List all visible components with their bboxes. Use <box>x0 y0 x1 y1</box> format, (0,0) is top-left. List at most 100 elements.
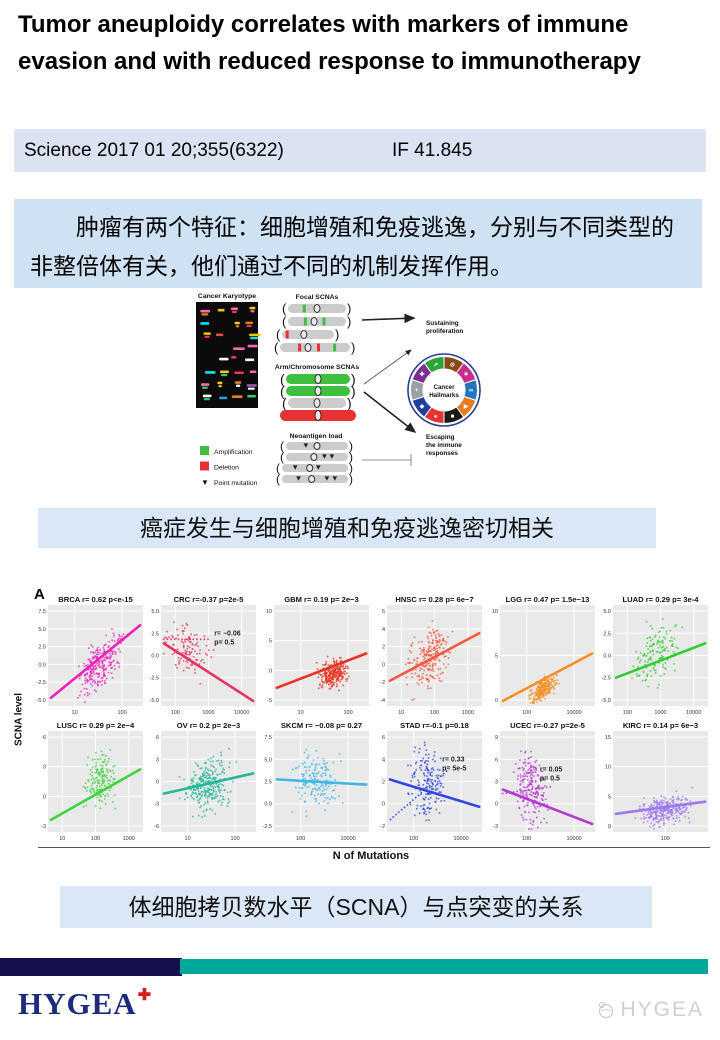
hygea-logo-text: HYGEA <box>18 986 137 1021</box>
svg-text:10000: 10000 <box>566 710 581 716</box>
svg-text:): ) <box>351 371 356 387</box>
svg-text:10000: 10000 <box>340 836 355 842</box>
svg-text:p= 0.5: p= 0.5 <box>214 639 234 646</box>
svg-text:(: ( <box>280 383 285 399</box>
summary-text: 肿瘤有两个特征：细胞增殖和免疫逃逸，分别与不同类型的非整倍体有关，他们通过不同的… <box>30 214 674 279</box>
svg-text:Point mutation: Point mutation <box>214 480 258 487</box>
svg-text:2.5: 2.5 <box>151 631 159 637</box>
svg-text:UCEC r=-0.27 p=2e-5: UCEC r=-0.27 p=2e-5 <box>510 721 585 730</box>
svg-text:): ) <box>349 450 353 464</box>
svg-text:1000: 1000 <box>123 836 135 842</box>
svg-text:): ) <box>351 340 355 355</box>
svg-text:(: ( <box>276 327 281 342</box>
svg-text:-2.5: -2.5 <box>150 676 159 682</box>
svg-text:100: 100 <box>171 710 180 716</box>
svg-text:⊘: ⊘ <box>450 362 455 368</box>
svg-text:4: 4 <box>382 627 385 633</box>
svg-text:SKCM r= −0.08 p= 0.27: SKCM r= −0.08 p= 0.27 <box>281 721 362 730</box>
x-axis-line <box>38 847 710 848</box>
svg-text:(: ( <box>282 314 287 329</box>
caption-scna-mutation: 体细胞拷贝数水平（SCNA）与点突变的关系 <box>60 886 652 928</box>
svg-text:-6: -6 <box>154 824 159 830</box>
svg-text:Escaping: Escaping <box>426 434 455 441</box>
svg-text:(: ( <box>282 301 287 316</box>
svg-text:Cancer: Cancer <box>434 384 456 391</box>
svg-text:): ) <box>349 461 353 475</box>
svg-text:10000: 10000 <box>453 836 468 842</box>
svg-text:∞: ∞ <box>469 388 473 394</box>
footer-teal-bar <box>180 959 708 974</box>
svg-text:LUSC r= 0.29 p= 2e−4: LUSC r= 0.29 p= 2e−4 <box>57 721 135 730</box>
svg-text:10: 10 <box>59 836 65 842</box>
svg-text:Cancer Karyotype: Cancer Karyotype <box>198 293 256 300</box>
globe-icon <box>599 1001 614 1019</box>
svg-text:10: 10 <box>605 765 611 771</box>
svg-text:HNSC r= 0.28 p= 6e−7: HNSC r= 0.28 p= 6e−7 <box>395 595 473 604</box>
svg-text:-2.5: -2.5 <box>263 824 272 830</box>
svg-text:(: ( <box>280 439 284 453</box>
svg-text:-5.0: -5.0 <box>602 698 611 704</box>
scatter-panel-lgg: 10 5 0 100 10000 LGG r= 0.47 p= 1.5e−13 <box>492 595 595 716</box>
svg-text:r= −0.06: r= −0.06 <box>214 630 241 637</box>
svg-text:-4: -4 <box>380 698 385 704</box>
svg-text:9: 9 <box>495 735 498 741</box>
svg-text:10: 10 <box>266 609 272 615</box>
svg-text:100: 100 <box>430 710 439 716</box>
svg-text:100: 100 <box>344 710 353 716</box>
svg-text:✚: ✚ <box>419 371 424 378</box>
svg-text:5.0: 5.0 <box>151 609 159 615</box>
svg-text:100: 100 <box>409 836 418 842</box>
svg-text:100: 100 <box>522 836 531 842</box>
svg-text:7.5: 7.5 <box>38 609 46 615</box>
svg-text:-5: -5 <box>267 698 272 704</box>
svg-text:0.0: 0.0 <box>264 802 272 808</box>
svg-text:(: ( <box>280 450 284 464</box>
svg-text:): ) <box>349 439 353 453</box>
scatter-panel-stad: 6 4 2 0 -2 100 10000 r= 0.33 p= 5e-5 STAD r=-0.1 … <box>380 721 482 842</box>
svg-text:OV r= 0.2 p= 2e−3: OV r= 0.2 p= 2e−3 <box>177 721 241 730</box>
cancer-hallmarks-diagram: Cancer Karyotype Amplification Deletion ▼ Po… <box>168 288 550 496</box>
hygea-logo: HYGEA✚ <box>18 986 151 1022</box>
svg-text:(: ( <box>274 340 279 355</box>
svg-text:0: 0 <box>382 662 385 668</box>
svg-text:-2: -2 <box>380 824 385 830</box>
svg-text:): ) <box>351 383 356 399</box>
svg-text:5.0: 5.0 <box>38 627 46 633</box>
svg-text:2.5: 2.5 <box>38 645 46 651</box>
svg-text:STAD r=-0.1 p=0.18: STAD r=-0.1 p=0.18 <box>400 721 469 730</box>
svg-text:10: 10 <box>298 710 304 716</box>
svg-text:Sustaining: Sustaining <box>426 320 459 327</box>
svg-text:p= 0.5: p= 0.5 <box>540 775 560 782</box>
svg-text:(: ( <box>282 395 287 411</box>
scatter-panel-lusc: 6 3 0 -3 10 100 1000 LUSC r= 0.29 p= 2e−4 <box>41 721 143 842</box>
scatter-panel-skcm: 7.5 5.0 2.5 0.0 -2.5 100 10000 SKCM r= −0.08 p=… <box>263 721 369 842</box>
scatter-panel-ov: 6 3 0 -3 -6 10 100 OV r= 0.2 p= 2e−3 <box>154 721 256 842</box>
svg-text:KIRC r= 0.14 p= 6e−3: KIRC r= 0.14 p= 6e−3 <box>623 721 698 730</box>
svg-text:Neoantigen load: Neoantigen load <box>290 433 343 440</box>
svg-text:CRC r=-0.37 p=2e-5: CRC r=-0.37 p=2e-5 <box>174 595 244 604</box>
svg-text:10000: 10000 <box>566 836 581 842</box>
svg-text:Arm/Chromosome SCNAs: Arm/Chromosome SCNAs <box>275 364 359 371</box>
svg-text:0: 0 <box>156 780 159 786</box>
svg-text:100: 100 <box>296 836 305 842</box>
caption-proliferation-immune: 癌症发生与细胞增殖和免疫逃逸密切相关 <box>38 508 656 548</box>
svg-text:1000: 1000 <box>202 710 214 716</box>
svg-text:+: + <box>415 388 419 394</box>
svg-text:responses: responses <box>426 450 458 457</box>
svg-text:5.0: 5.0 <box>264 757 272 763</box>
summary-box: 肿瘤有两个特征：细胞增殖和免疫逃逸，分别与不同类型的非整倍体有关，他们通过不同的… <box>14 199 702 288</box>
svg-text:●: ● <box>434 414 438 420</box>
svg-text:10: 10 <box>185 836 191 842</box>
svg-text:100: 100 <box>231 836 240 842</box>
impact-factor: IF 41.845 <box>392 140 473 161</box>
svg-text:0: 0 <box>382 802 385 808</box>
svg-text:-3: -3 <box>41 824 46 830</box>
svg-text:▼: ▼ <box>201 478 209 487</box>
panel-label-a: A <box>34 586 45 603</box>
footer-navy-bar <box>0 958 182 976</box>
svg-text:(: ( <box>280 371 285 387</box>
svg-text:-5.0: -5.0 <box>150 698 159 704</box>
svg-text:): ) <box>347 395 352 411</box>
scatter-panel-kirc: 15 10 5 0 100 KIRC r= 0.14 p= 6e−3 <box>605 721 708 842</box>
